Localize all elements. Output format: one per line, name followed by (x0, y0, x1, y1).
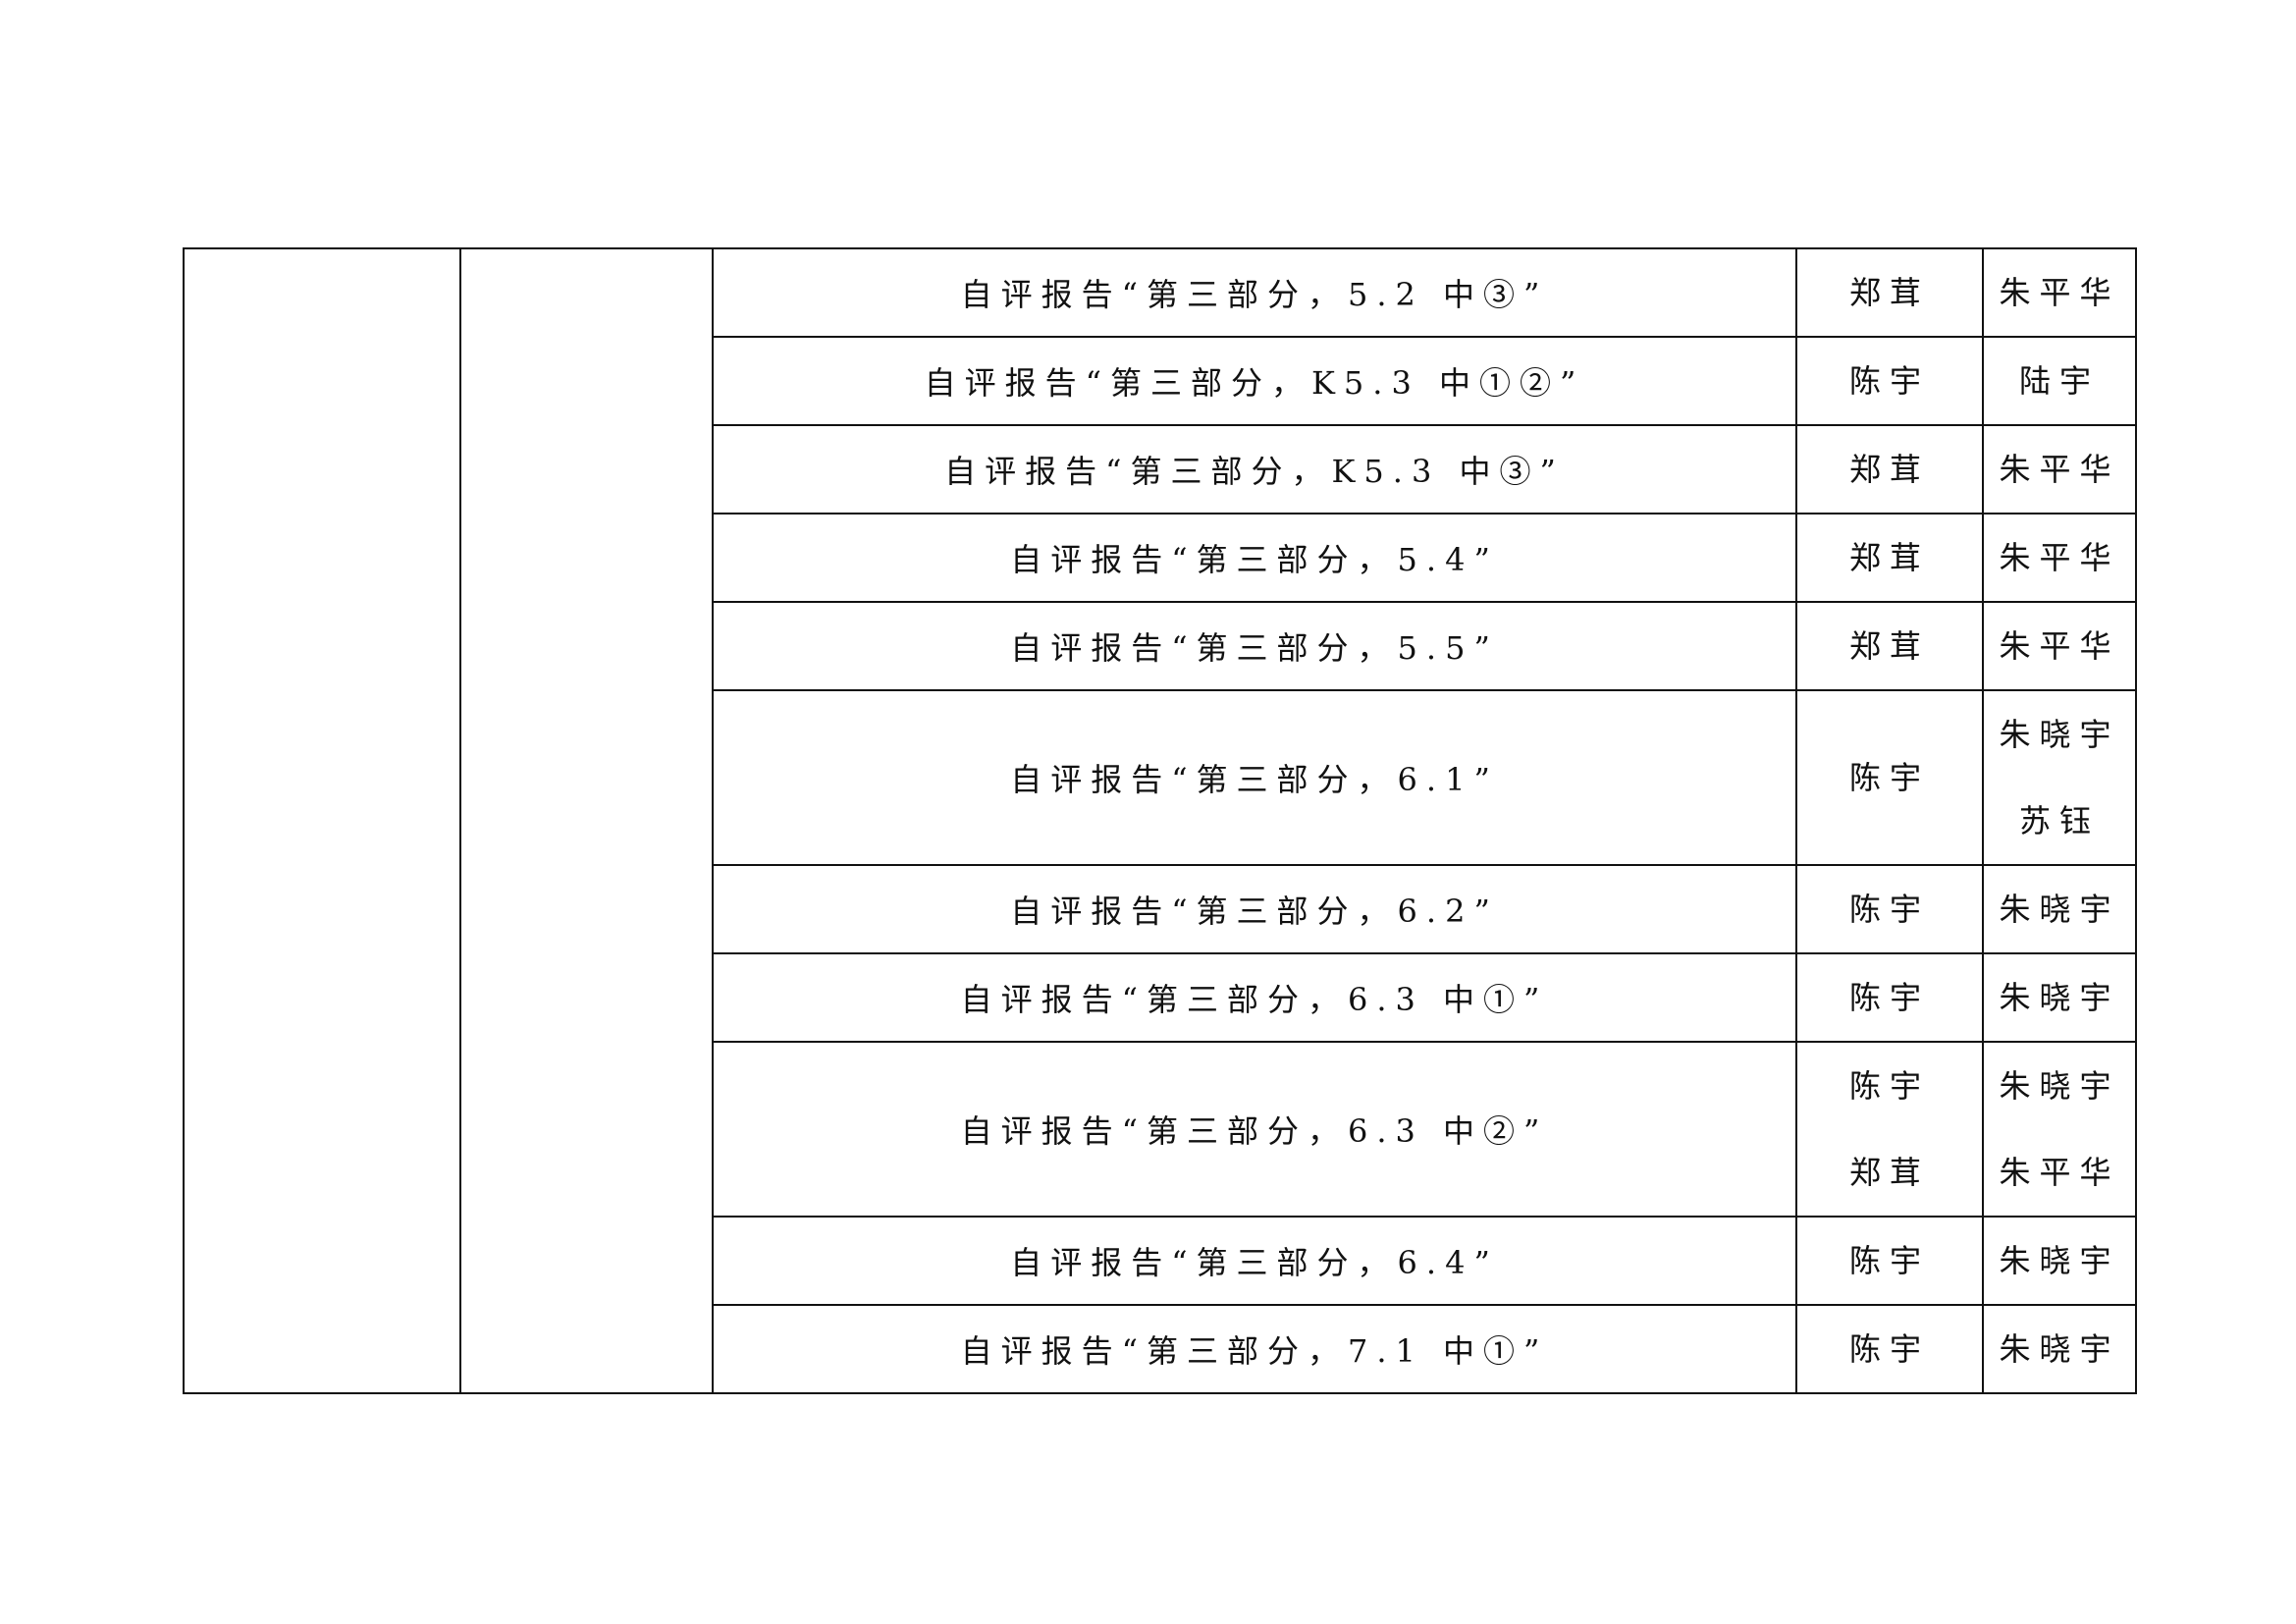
item-cell: 自评报告“第三部分，6.1” (712, 689, 1797, 866)
table-row: 自评报告“第三部分，6.3 中②” 陈宇 郑茸 朱晓宇 朱平华 (184, 1041, 2137, 1218)
reviewer-cell: 朱晓宇 (1982, 1216, 2137, 1306)
responsible-cell: 郑茸 (1795, 424, 1984, 514)
table-row: 自评报告“第三部分，6.3 中①” 陈宇 朱晓宇 (184, 952, 2137, 1043)
responsible-name: 郑茸 (1848, 274, 1930, 311)
item-text: 自评报告“第三部分，K5.3 中①②” (924, 364, 1585, 402)
reviewer-name: 朱平华 (1999, 274, 2120, 311)
responsible-name: 郑茸 (1848, 1154, 1930, 1191)
responsible-cell: 陈宇 (1795, 1216, 1984, 1306)
item-cell: 自评报告“第三部分，6.3 中②” (712, 1041, 1797, 1218)
responsible-cell: 陈宇 郑茸 (1795, 1041, 1984, 1218)
item-cell: 自评报告“第三部分，K5.3 中③” (712, 424, 1797, 514)
item-cell: 自评报告“第三部分，5.2 中③” (712, 247, 1797, 338)
table-row: 自评报告“第三部分，K5.3 中①②” 陈宇 陆宇 (184, 336, 2137, 426)
responsible-cell: 陈宇 (1795, 1304, 1984, 1394)
reviewer-cell: 朱晓宇 苏钰 (1982, 689, 2137, 866)
reviewer-cell: 朱晓宇 (1982, 864, 2137, 954)
responsible-name: 陈宇 (1848, 759, 1930, 796)
responsible-cell: 陈宇 (1795, 864, 1984, 954)
responsible-name: 郑茸 (1848, 627, 1930, 665)
reviewer-name: 陆宇 (2018, 362, 2100, 400)
merged-empty-cell-2 (459, 247, 714, 1394)
item-cell: 自评报告“第三部分，7.1 中①” (712, 1304, 1797, 1394)
item-cell: 自评报告“第三部分，6.4” (712, 1216, 1797, 1306)
assignment-table: 自评报告“第三部分，5.2 中③” 郑茸 朱平华 自评报告“第三部分，K5.3 中①②… (183, 247, 2137, 1394)
reviewer-cell: 朱晓宇 (1982, 1304, 2137, 1394)
reviewer-cell: 朱晓宇 (1982, 952, 2137, 1043)
responsible-name: 陈宇 (1848, 1330, 1930, 1368)
reviewer-name: 朱晓宇 (1999, 716, 2120, 753)
item-cell: 自评报告“第三部分，5.5” (712, 601, 1797, 691)
table-row: 自评报告“第三部分，5.4” 郑茸 朱平华 (184, 513, 2137, 603)
item-cell: 自评报告“第三部分，5.4” (712, 513, 1797, 603)
responsible-cell: 郑茸 (1795, 601, 1984, 691)
reviewer-name: 朱晓宇 (1999, 891, 2120, 928)
reviewer-name: 朱晓宇 (1999, 1067, 2120, 1105)
responsible-name: 陈宇 (1848, 891, 1930, 928)
item-cell: 自评报告“第三部分，K5.3 中①②” (712, 336, 1797, 426)
item-text: 自评报告“第三部分，6.3 中②” (960, 1112, 1549, 1150)
reviewer-cell: 朱晓宇 朱平华 (1982, 1041, 2137, 1218)
responsible-cell: 郑茸 (1795, 513, 1984, 603)
reviewer-name: 朱平华 (1999, 1154, 2120, 1191)
reviewer-cell: 朱平华 (1982, 424, 2137, 514)
responsible-name: 陈宇 (1848, 1067, 1930, 1105)
responsible-name: 郑茸 (1848, 539, 1930, 576)
responsible-cell: 陈宇 (1795, 336, 1984, 426)
item-cell: 自评报告“第三部分，6.3 中①” (712, 952, 1797, 1043)
item-text: 自评报告“第三部分，K5.3 中③” (944, 453, 1565, 490)
item-text: 自评报告“第三部分，6.4” (1010, 1244, 1499, 1281)
table-row: 自评报告“第三部分，5.2 中③” 郑茸 朱平华 (183, 247, 2137, 1394)
table-row: 自评报告“第三部分，K5.3 中③” 郑茸 朱平华 (184, 424, 2137, 514)
responsible-name: 郑茸 (1848, 451, 1930, 488)
reviewer-cell: 朱平华 (1982, 513, 2137, 603)
reviewer-name: 朱平华 (1999, 627, 2120, 665)
responsible-cell: 陈宇 (1795, 689, 1984, 866)
responsible-cell: 陈宇 (1795, 952, 1984, 1043)
reviewer-name: 朱晓宇 (1999, 1330, 2120, 1368)
responsible-name: 陈宇 (1848, 362, 1930, 400)
responsible-name: 陈宇 (1848, 979, 1930, 1016)
reviewer-cell: 朱平华 (1982, 247, 2137, 338)
reviewer-name: 苏钰 (2018, 802, 2100, 839)
table-body: 自评报告“第三部分，5.2 中③” 郑茸 朱平华 自评报告“第三部分，K5.3 中①②… (183, 247, 2137, 1394)
item-text: 自评报告“第三部分，5.2 中③” (960, 276, 1549, 313)
reviewer-name: 朱平华 (1999, 451, 2120, 488)
item-text: 自评报告“第三部分，6.1” (1010, 761, 1499, 798)
item-text: 自评报告“第三部分，6.3 中①” (960, 981, 1549, 1018)
reviewer-name: 朱晓宇 (1999, 979, 2120, 1016)
table-row: 自评报告“第三部分，6.4” 陈宇 朱晓宇 (184, 1216, 2137, 1306)
item-text: 自评报告“第三部分，5.4” (1010, 541, 1499, 578)
table-row: 自评报告“第三部分，5.5” 郑茸 朱平华 (184, 601, 2137, 691)
item-text: 自评报告“第三部分，5.5” (1010, 629, 1499, 667)
reviewer-cell: 朱平华 (1982, 601, 2137, 691)
merged-empty-cell-1 (183, 247, 461, 1394)
item-text: 自评报告“第三部分，6.2” (1010, 893, 1499, 930)
item-text: 自评报告“第三部分，7.1 中①” (960, 1332, 1549, 1370)
responsible-cell: 郑茸 (1795, 247, 1984, 338)
reviewer-name: 朱平华 (1999, 539, 2120, 576)
reviewer-cell: 陆宇 (1982, 336, 2137, 426)
table-row: 自评报告“第三部分，6.2” 陈宇 朱晓宇 (184, 864, 2137, 954)
table-row: 自评报告“第三部分，6.1” 陈宇 朱晓宇苏钰 (184, 689, 2137, 866)
responsible-name: 陈宇 (1848, 1242, 1930, 1279)
reviewer-name: 朱晓宇 (1999, 1242, 2120, 1279)
table-row: 自评报告“第三部分，7.1 中①” 陈宇 朱晓宇 (184, 1304, 2137, 1394)
item-cell: 自评报告“第三部分，6.2” (712, 864, 1797, 954)
